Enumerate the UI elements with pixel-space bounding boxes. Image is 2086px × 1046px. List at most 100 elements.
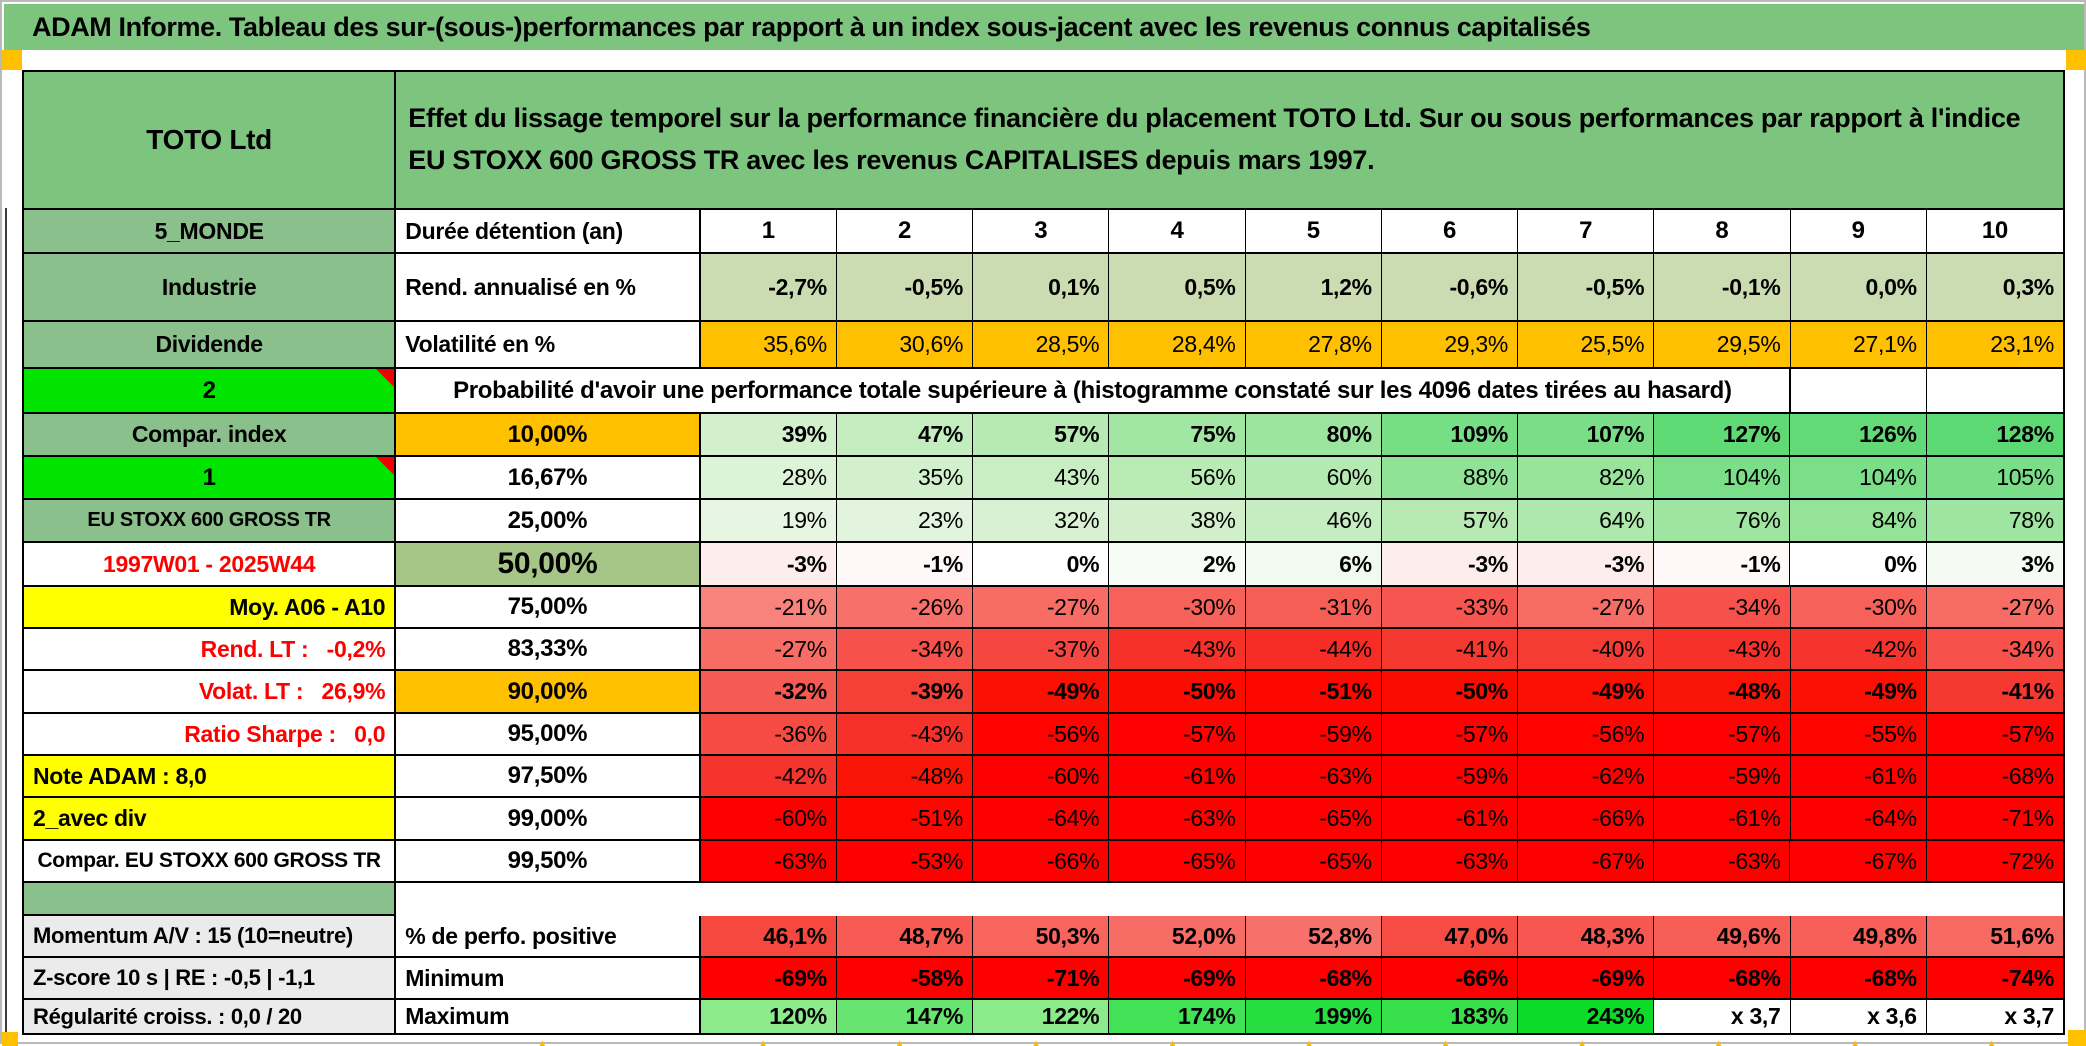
cell-p83-y5[interactable]: -44% — [1245, 629, 1382, 671]
cell-min-label[interactable]: Z-score 10 s | RE : -0,5 | -1,1 — [24, 958, 397, 1000]
cell-volat-y2[interactable]: 30,6% — [836, 322, 974, 369]
cell-volat-y4[interactable]: 28,4% — [1109, 322, 1246, 369]
cell-min-col2[interactable]: Minimum — [396, 958, 701, 1000]
cell-p25-y4[interactable]: 38% — [1109, 500, 1246, 543]
cell-p16-y4[interactable]: 56% — [1109, 457, 1246, 500]
cell-p95-y7[interactable]: -56% — [1518, 714, 1655, 756]
cell-p975-y10[interactable]: -68% — [1926, 756, 2063, 798]
cell-company-name[interactable]: TOTO Ltd — [24, 72, 397, 210]
cell-pos-col2[interactable]: % de perfo. positive — [396, 916, 701, 958]
cell-p50-y9[interactable]: 0% — [1790, 543, 1927, 587]
cell-pos-y1[interactable]: 46,1% — [700, 916, 837, 958]
cell-p95-y5[interactable]: -59% — [1245, 714, 1382, 756]
cell-p995-y7[interactable]: -67% — [1518, 841, 1655, 883]
cell-p995-y4[interactable]: -65% — [1109, 841, 1246, 883]
cell-rend-y8[interactable]: -0,1% — [1654, 254, 1791, 322]
cell-pos-y4[interactable]: 52,0% — [1109, 916, 1246, 958]
cell-pos-y9[interactable]: 49,8% — [1790, 916, 1927, 958]
cell-rend-y7[interactable]: -0,5% — [1518, 254, 1655, 322]
cell-p975-y4[interactable]: -61% — [1109, 756, 1246, 798]
cell-pos-y3[interactable]: 50,3% — [973, 916, 1110, 958]
cell-p95-label[interactable]: Ratio Sharpe : 0,0 — [24, 714, 397, 756]
cell-p99-y1[interactable]: -60% — [700, 798, 837, 841]
cell-p90-col2[interactable]: 90,00% — [396, 671, 701, 714]
cell-p995-y3[interactable]: -66% — [973, 841, 1110, 883]
cell-p99-label[interactable]: 2_avec div — [24, 798, 397, 841]
cell-rend-y5[interactable]: 1,2% — [1245, 254, 1382, 322]
cell-p995-y8[interactable]: -63% — [1654, 841, 1791, 883]
cell-min-y5[interactable]: -68% — [1245, 958, 1382, 1000]
cell-volat-y10[interactable]: 23,1% — [1926, 322, 2063, 369]
cell-p50-y4[interactable]: 2% — [1109, 543, 1246, 587]
cell-duree-y1[interactable]: 1 — [700, 210, 837, 254]
cell-volat-col2[interactable]: Volatilité en % — [396, 322, 701, 369]
cell-p83-y7[interactable]: -40% — [1518, 629, 1655, 671]
cell-p10-y2[interactable]: 47% — [836, 414, 974, 457]
cell-p995-y1[interactable]: -63% — [700, 841, 837, 883]
cell-p95-y6[interactable]: -57% — [1381, 714, 1519, 756]
cell-p75-col2[interactable]: 75,00% — [396, 587, 701, 629]
cell-max-y4[interactable]: 174% — [1109, 1000, 1246, 1035]
cell-p16-y7[interactable]: 82% — [1518, 457, 1655, 500]
cell-min-y4[interactable]: -69% — [1109, 958, 1246, 1000]
cell-max-y7[interactable]: 243% — [1518, 1000, 1655, 1035]
cell-p975-y5[interactable]: -63% — [1245, 756, 1382, 798]
cell-p75-y4[interactable]: -30% — [1109, 587, 1246, 629]
cell-p83-y1[interactable]: -27% — [700, 629, 837, 671]
cell-p99-y8[interactable]: -61% — [1654, 798, 1791, 841]
cell-p83-y8[interactable]: -43% — [1654, 629, 1791, 671]
cell-max-y1[interactable]: 120% — [700, 1000, 837, 1035]
cell-duree-y5[interactable]: 5 — [1245, 210, 1382, 254]
cell-duree-label[interactable]: 5_MONDE — [24, 210, 397, 254]
cell-p99-y5[interactable]: -65% — [1245, 798, 1382, 841]
cell-p99-y3[interactable]: -64% — [973, 798, 1110, 841]
cell-duree-y10[interactable]: 10 — [1926, 210, 2064, 254]
cell-p16-y8[interactable]: 104% — [1654, 457, 1791, 500]
cell-p75-y2[interactable]: -26% — [836, 587, 974, 629]
cell-p16-y6[interactable]: 88% — [1381, 457, 1519, 500]
cell-p75-y10[interactable]: -27% — [1926, 587, 2063, 629]
cell-p90-y6[interactable]: -50% — [1381, 671, 1519, 714]
cell-p10-y4[interactable]: 75% — [1109, 414, 1246, 457]
cell-p83-y9[interactable]: -42% — [1790, 629, 1927, 671]
cell-p83-col2[interactable]: 83,33% — [396, 629, 701, 671]
cell-pos-y2[interactable]: 48,7% — [836, 916, 974, 958]
cell-volat-y1[interactable]: 35,6% — [700, 322, 837, 369]
cell-p95-col2[interactable]: 95,00% — [396, 714, 701, 756]
cell-p16-y1[interactable]: 28% — [700, 457, 837, 500]
cell-p10-y3[interactable]: 57% — [973, 414, 1110, 457]
cell-volat-y6[interactable]: 29,3% — [1381, 322, 1519, 369]
cell-prob-empty-10[interactable] — [1926, 369, 2063, 414]
cell-p50-col2[interactable]: 50,00% — [396, 543, 701, 587]
cell-duree-y2[interactable]: 2 — [836, 210, 974, 254]
cell-p50-y8[interactable]: -1% — [1654, 543, 1791, 587]
cell-max-y10[interactable]: x 3,7 — [1926, 1000, 2063, 1035]
cell-p25-y1[interactable]: 19% — [700, 500, 837, 543]
cell-p50-y1[interactable]: -3% — [700, 543, 837, 587]
cell-p75-y1[interactable]: -21% — [700, 587, 837, 629]
cell-p83-y4[interactable]: -43% — [1109, 629, 1246, 671]
cell-p50-y5[interactable]: 6% — [1245, 543, 1382, 587]
cell-prob-empty-9[interactable] — [1790, 369, 1927, 414]
cell-min-y7[interactable]: -69% — [1518, 958, 1655, 1000]
cell-p99-col2[interactable]: 99,00% — [396, 798, 701, 841]
cell-p16-y2[interactable]: 35% — [836, 457, 974, 500]
cell-min-y2[interactable]: -58% — [836, 958, 974, 1000]
cell-rend-y3[interactable]: 0,1% — [973, 254, 1110, 322]
cell-p10-y7[interactable]: 107% — [1518, 414, 1655, 457]
cell-volat-y3[interactable]: 28,5% — [973, 322, 1110, 369]
cell-p975-y7[interactable]: -62% — [1518, 756, 1655, 798]
cell-duree-y9[interactable]: 9 — [1790, 210, 1927, 254]
cell-p50-y6[interactable]: -3% — [1381, 543, 1519, 587]
cell-p10-y10[interactable]: 128% — [1926, 414, 2063, 457]
cell-p25-y5[interactable]: 46% — [1245, 500, 1382, 543]
cell-p50-y2[interactable]: -1% — [836, 543, 974, 587]
cell-p95-y3[interactable]: -56% — [973, 714, 1110, 756]
cell-max-y6[interactable]: 183% — [1381, 1000, 1519, 1035]
cell-max-y8[interactable]: x 3,7 — [1654, 1000, 1791, 1035]
cell-p95-y8[interactable]: -57% — [1654, 714, 1791, 756]
cell-p75-y7[interactable]: -27% — [1518, 587, 1655, 629]
cell-p995-y9[interactable]: -67% — [1790, 841, 1927, 883]
cell-p99-y4[interactable]: -63% — [1109, 798, 1246, 841]
cell-p16-col2[interactable]: 16,67% — [396, 457, 701, 500]
